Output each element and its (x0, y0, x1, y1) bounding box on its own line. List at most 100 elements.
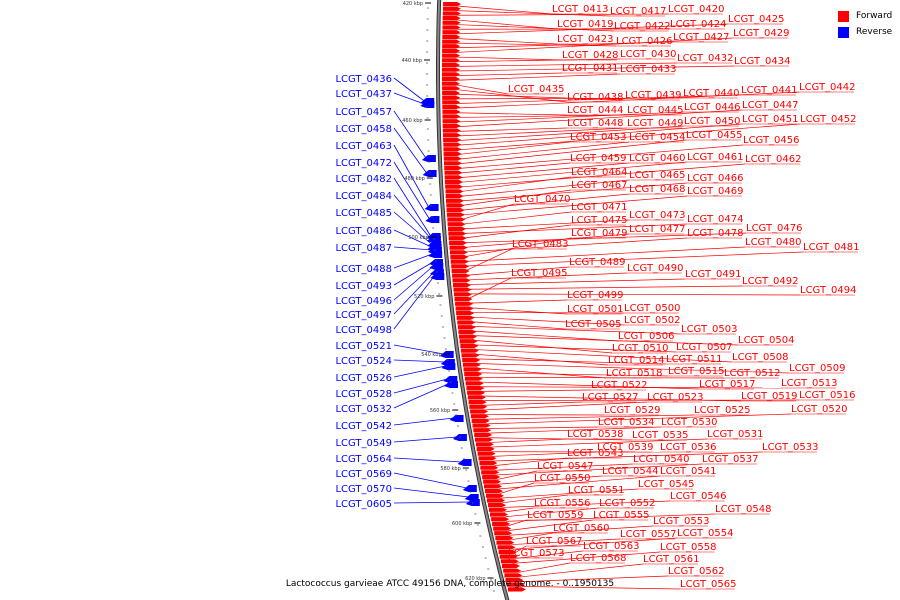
reverse-gene-label: LCGT_0493 (335, 281, 392, 292)
forward-gene-label: LCGT_0557 (620, 529, 677, 540)
forward-gene-arrow (487, 498, 505, 503)
forward-gene-arrow (506, 582, 525, 587)
forward-gene-label: LCGT_0550 (534, 473, 591, 484)
forward-gene-arrow (475, 437, 493, 442)
forward-gene-arrow (495, 535, 514, 540)
forward-leader-line (476, 363, 790, 374)
forward-gene-label: LCGT_0553 (653, 516, 710, 527)
forward-leader-line (456, 19, 558, 30)
gene-labels: LCGT_0436 LCGT_0437 LCGT_0457 LCGT_0458 LCGT… (335, 4, 859, 590)
forward-leader-line (462, 224, 572, 239)
forward-gene-arrow (467, 395, 486, 400)
reverse-gene-arrow (457, 459, 472, 466)
forward-gene-label: LCGT_0440 (683, 88, 740, 99)
forward-leader-line (457, 141, 571, 155)
scale-tick-label: 460 kbp (402, 118, 422, 124)
reverse-gene-label: LCGT_0486 (335, 226, 392, 237)
forward-leader-line (461, 211, 572, 225)
reverse-gene-label: LCGT_0457 (335, 107, 392, 118)
forward-leader-line (457, 125, 685, 141)
reverse-gene-arrow (424, 204, 439, 211)
forward-leader-line (470, 316, 625, 326)
scale-ticks: 420 kbp 440 kbp 460 kbp 480 kbp 500 kbp 520 k… (402, 1, 495, 592)
legend-forward: Forward (838, 8, 892, 24)
forward-gene-label: LCGT_0452 (800, 114, 857, 125)
forward-leader-line (460, 182, 688, 202)
forward-gene-label: LCGT_0425 (728, 14, 785, 25)
forward-gene-arrow (443, 137, 462, 142)
forward-leader-line (470, 312, 625, 314)
forward-leader-line (479, 377, 725, 379)
forward-gene-label: LCGT_0568 (570, 553, 627, 564)
forward-gene-label: LCGT_0465 (629, 170, 686, 181)
forward-gene-label: LCGT_0454 (629, 132, 686, 143)
forward-gene-arrow (450, 254, 469, 260)
forward-leader-line (469, 299, 568, 304)
forward-gene-arrow (443, 142, 462, 147)
forward-gene-label: LCGT_0539 (597, 442, 654, 453)
forward-gene-label: LCGT_0558 (660, 542, 717, 553)
forward-gene-arrow (455, 301, 474, 306)
forward-leader-line (456, 56, 563, 61)
reverse-leader-line (393, 271, 435, 315)
reverse-gene-label: LCGT_0487 (335, 243, 392, 254)
forward-gene-label: LCGT_0537 (702, 454, 759, 465)
reverse-leader-line (393, 275, 435, 330)
forward-leader-line (466, 266, 570, 276)
feature-track (420, 2, 526, 592)
forward-leader-line (500, 488, 639, 499)
forward-gene-label: LCGT_0531 (707, 429, 764, 440)
forward-gene-arrow (502, 563, 520, 569)
reverse-leader-line (393, 194, 432, 240)
forward-gene-label: LCGT_0455 (686, 130, 743, 141)
forward-gene-label: LCGT_0430 (620, 49, 677, 60)
forward-gene-label: LCGT_0567 (526, 536, 583, 547)
forward-leader-line (515, 551, 661, 564)
legend-reverse: Reverse (838, 24, 892, 40)
forward-gene-label: LCGT_0515 (668, 366, 725, 377)
forward-leader-line (455, 84, 509, 95)
forward-gene-arrow (480, 465, 499, 470)
forward-gene-label: LCGT_0508 (732, 352, 789, 363)
reverse-gene-label: LCGT_0484 (335, 191, 392, 202)
forward-gene-arrow (473, 428, 492, 433)
reverse-gene-arrow (449, 415, 464, 422)
reverse-leader-line (393, 110, 427, 159)
forward-gene-arrow (453, 283, 471, 288)
reverse-gene-arrow (452, 434, 467, 441)
forward-gene-label: LCGT_0552 (599, 498, 656, 509)
forward-gene-label: LCGT_0527 (582, 392, 639, 403)
reverse-gene-arrow (420, 101, 435, 108)
forward-gene-arrow (464, 376, 483, 381)
reverse-gene-label: LCGT_0463 (335, 141, 392, 152)
scale-tick-label: 560 kbp (430, 408, 450, 414)
forward-gene-label: LCGT_0489 (569, 257, 626, 268)
forward-gene-arrow (503, 568, 522, 573)
forward-gene-label: LCGT_0470 (514, 194, 571, 205)
forward-gene-arrow (461, 353, 480, 358)
forward-gene-label: LCGT_0535 (632, 430, 689, 441)
forward-gene-arrow (496, 540, 515, 545)
scale-tick-label: 500 kbp (408, 235, 428, 241)
forward-leader-line (508, 519, 594, 531)
forward-gene-arrow (449, 245, 468, 250)
forward-gene-label: LCGT_0573 (508, 548, 565, 559)
forward-gene-arrow (442, 114, 461, 119)
forward-gene-arrow (484, 484, 502, 489)
forward-gene-arrow (446, 212, 465, 217)
forward-gene-arrow (469, 404, 488, 409)
forward-gene-arrow (467, 390, 486, 395)
forward-leader-line (510, 532, 554, 541)
reverse-leader-line (393, 344, 444, 355)
forward-gene-label: LCGT_0511 (666, 354, 723, 365)
forward-leader-line (461, 203, 515, 220)
reverse-gene-label: LCGT_0532 (335, 404, 392, 415)
reverse-gene-label: LCGT_0458 (335, 124, 392, 135)
forward-leader-line (456, 91, 800, 109)
forward-leader-line (457, 127, 628, 137)
forward-leader-line (464, 246, 746, 262)
forward-leader-line (476, 358, 667, 365)
forward-gene-label: LCGT_0545 (638, 479, 695, 490)
forward-gene-arrow (472, 423, 491, 428)
forward-gene-label: LCGT_0495 (511, 268, 568, 279)
